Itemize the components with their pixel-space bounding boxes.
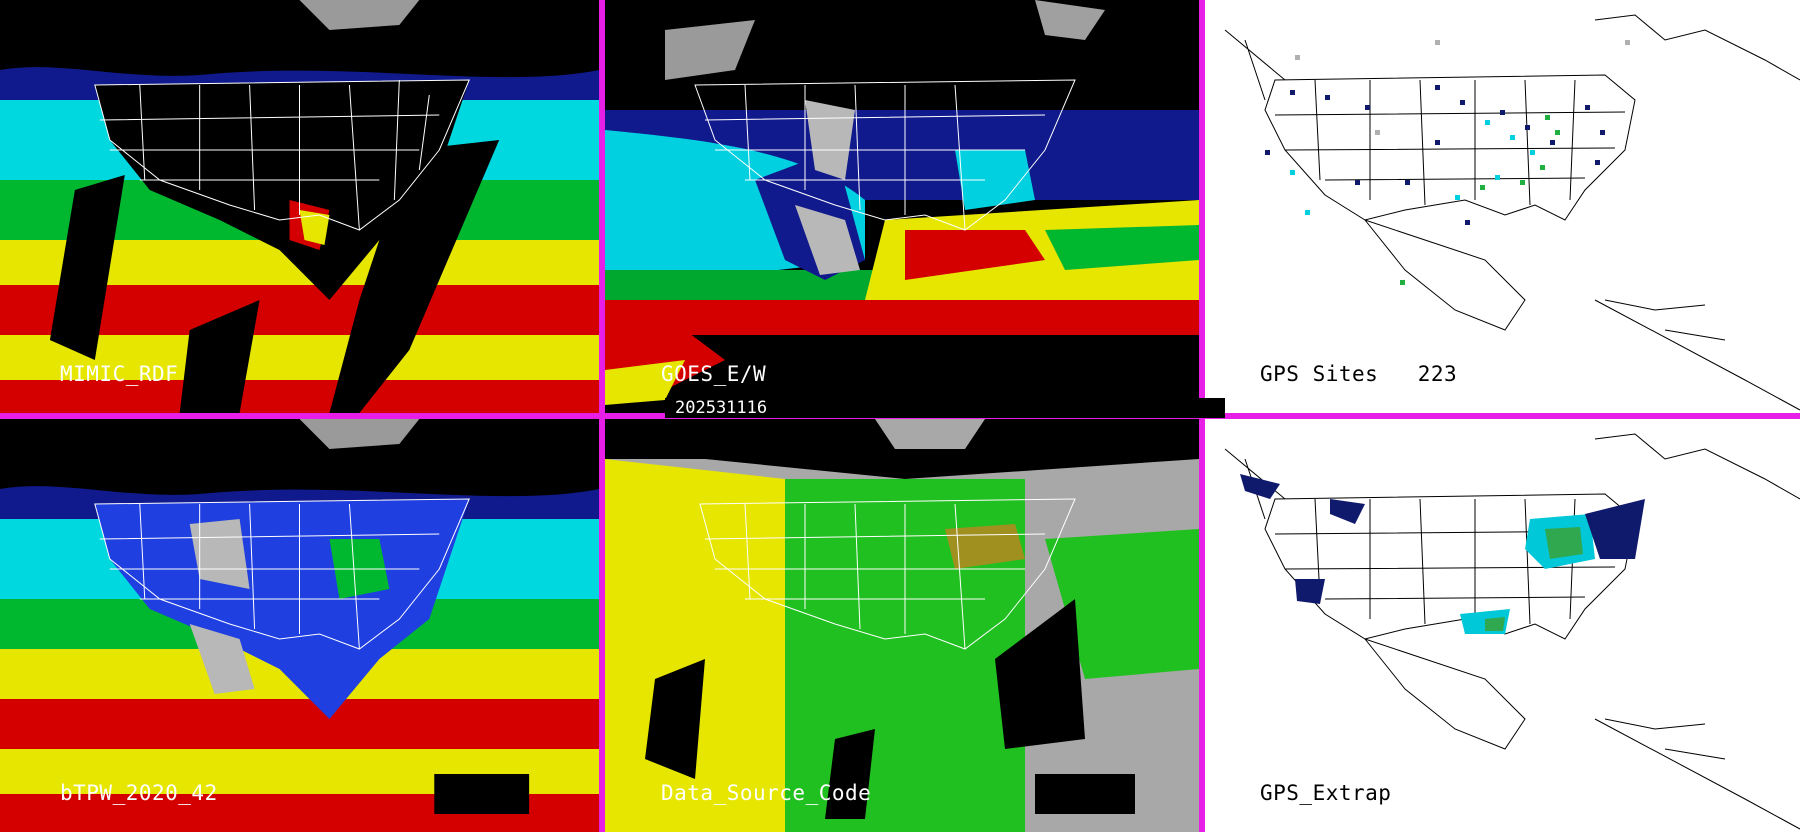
- gps-extrap-map: [1205, 419, 1800, 832]
- panel-gps-extrap: GPS_Extrap: [1205, 419, 1800, 832]
- gps-sites-count: 223: [1417, 362, 1458, 386]
- panel-data-source: Data_Source_Code: [605, 419, 1199, 832]
- panel-label: GOES_E/W: [661, 362, 767, 386]
- goes-image: [605, 0, 1199, 413]
- panel-label: GPS_Extrap: [1260, 781, 1392, 805]
- timestamp-text: 202531116: [675, 398, 768, 418]
- gps-sites-label: GPS Sites: [1260, 362, 1379, 386]
- gps-sites-map: [1205, 0, 1800, 413]
- btpw-image: [0, 419, 599, 832]
- data-source-image: [605, 419, 1199, 832]
- panel-label: MIMIC_RDF: [60, 362, 179, 386]
- panel-label: Data_Source_Code: [661, 781, 872, 805]
- panel-btpw: bTPW_2020_42: [0, 419, 599, 832]
- panel-mimic: MIMIC_RDF: [0, 0, 599, 413]
- panel-label: bTPW_2020_42: [60, 781, 218, 805]
- panel-gps-sites: GPS Sites 223: [1205, 0, 1800, 413]
- timestamp-bar: 202531116: [665, 398, 1225, 418]
- panel-goes: GOES_E/W: [605, 0, 1199, 413]
- panel-label: GPS Sites 223: [1260, 362, 1457, 386]
- mimic-image: [0, 0, 599, 413]
